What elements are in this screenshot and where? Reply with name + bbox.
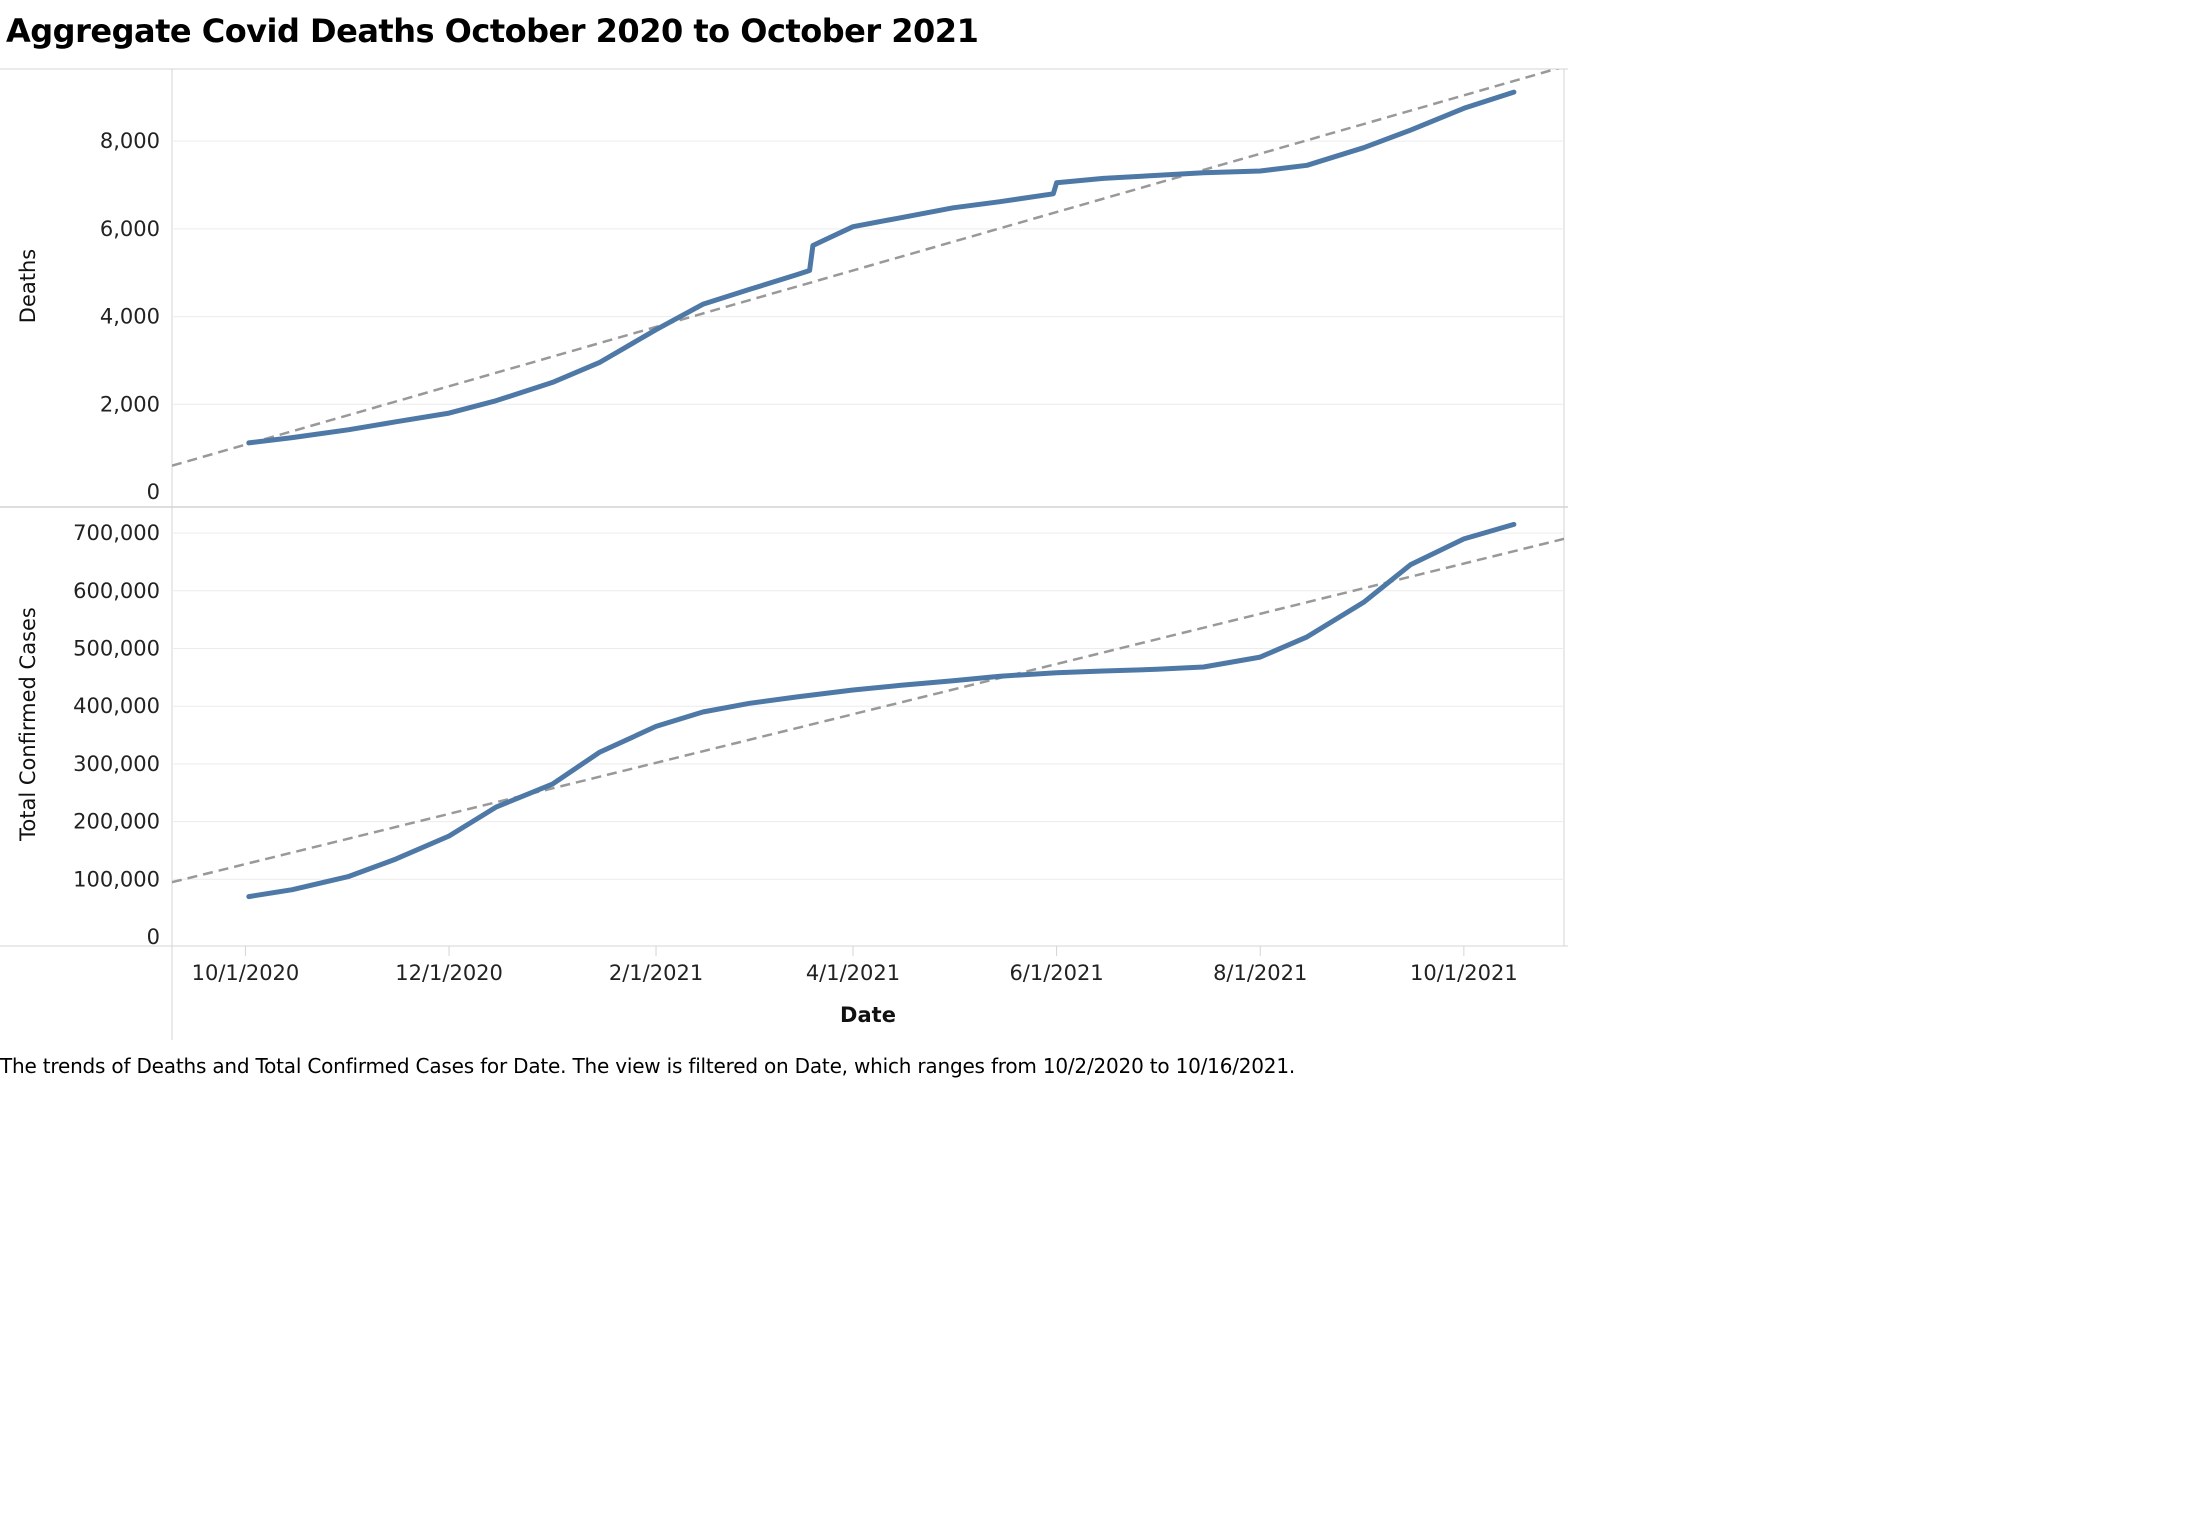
cases-y-tick-label: 200,000 <box>73 810 160 834</box>
deaths-trend-line <box>172 69 1561 467</box>
deaths-y-tick-label: 2,000 <box>100 392 160 416</box>
cases-y-axis-title: Total Confirmed Cases <box>16 607 40 842</box>
chart-caption: The trends of Deaths and Total Confirmed… <box>0 1054 1296 1078</box>
cases-panel: 0 100,000 200,000 300,000 400,000 500,000 600,… <box>16 521 1564 949</box>
deaths-y-axis-title: Deaths <box>16 249 40 323</box>
deaths-y-tick-label: 8,000 <box>100 129 160 153</box>
x-axis: 10/1/2020 12/1/2020 2/1/2021 4/1/2021 6/1/20… <box>192 946 1518 1027</box>
cases-series-line <box>246 521 1517 900</box>
cases-y-tick-label: 500,000 <box>73 636 160 660</box>
deaths-y-tick-label: 4,000 <box>100 305 160 329</box>
x-axis-title: Date <box>840 1003 896 1027</box>
chart-svg: 0 2,000 4,000 6,000 8,000 Deaths 0 100,000 200,… <box>0 68 1568 1040</box>
deaths-y-tick-label: 6,000 <box>100 217 160 241</box>
cases-y-tick-label: 0 <box>147 925 160 949</box>
cases-y-tick-label: 700,000 <box>73 521 160 545</box>
x-tick-label: 2/1/2021 <box>609 961 703 985</box>
chart-title: Aggregate Covid Deaths October 2020 to O… <box>6 12 979 50</box>
cases-y-tick-label: 300,000 <box>73 752 160 776</box>
cases-y-tick-label: 100,000 <box>73 867 160 891</box>
x-tick-label: 12/1/2020 <box>395 961 503 985</box>
x-tick-label: 10/1/2021 <box>1410 961 1518 985</box>
deaths-y-tick-label: 0 <box>147 480 160 504</box>
cases-y-tick-label: 400,000 <box>73 694 160 718</box>
cases-y-tick-label: 600,000 <box>73 579 160 603</box>
deaths-panel: 0 2,000 4,000 6,000 8,000 Deaths <box>16 69 1564 504</box>
deaths-series-line <box>246 89 1517 446</box>
x-tick-label: 6/1/2021 <box>1009 961 1103 985</box>
x-tick-label: 10/1/2020 <box>192 961 300 985</box>
x-tick-label: 8/1/2021 <box>1213 961 1307 985</box>
chart-frame <box>0 68 1568 1040</box>
x-tick-label: 4/1/2021 <box>806 961 900 985</box>
